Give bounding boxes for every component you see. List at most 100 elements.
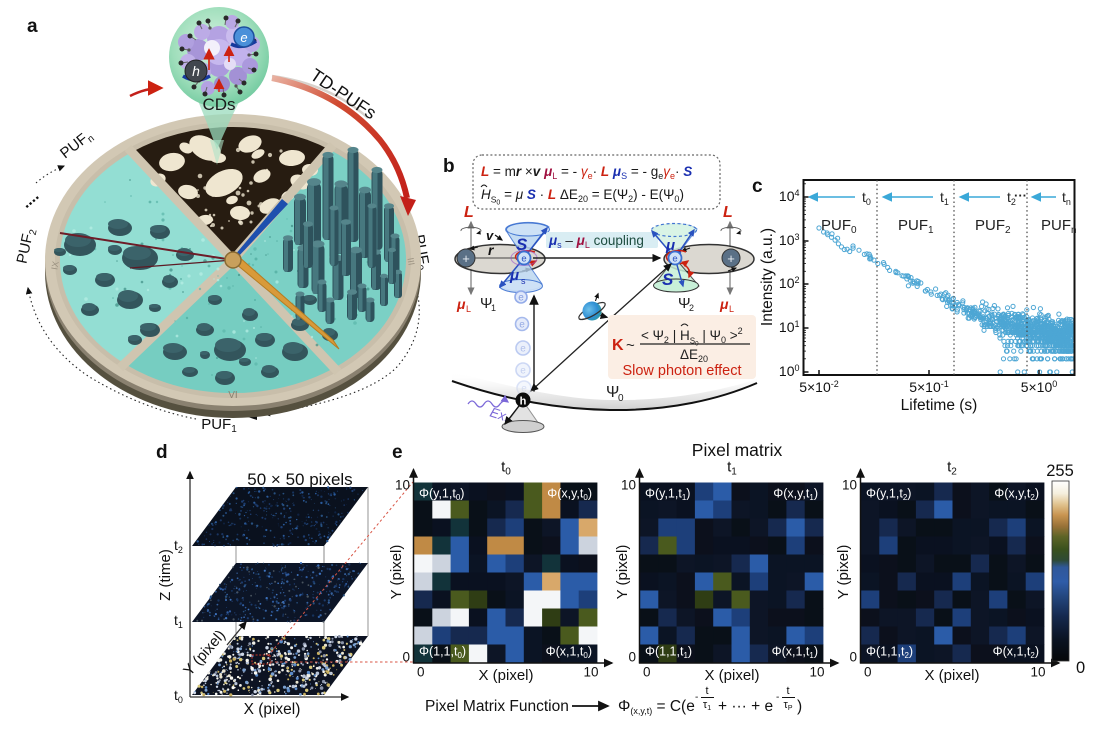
svg-text:0: 0 [618,393,624,404]
svg-text:μ: μ [456,296,466,312]
svg-text:HS0 = μ S · L ΔE20 = E(Ψ2) -: HS0 = μ S · L ΔE20 = E(Ψ2) - E(Ψ0) [481,187,684,207]
svg-text:III: III [405,257,416,266]
svg-text:100: 100 [779,363,800,379]
svg-text:0: 0 [402,650,410,665]
svg-text:PUF1: PUF1 [201,416,237,435]
svg-text:X (pixel): X (pixel) [478,667,533,684]
svg-text:Φ(x,1,t2): Φ(x,1,t2) [993,645,1039,661]
svg-text:+: + [727,251,735,266]
svg-text:μs – μL coupling: μs – μL coupling [548,233,644,250]
svg-text:10: 10 [1030,665,1045,680]
svg-text:10: 10 [621,478,636,493]
svg-text:t2: t2 [1007,189,1016,207]
svg-text:K: K [612,337,624,354]
svg-text:0: 0 [1076,659,1085,677]
svg-text:CDs: CDs [202,95,235,114]
svg-text:103: 103 [779,232,800,248]
svg-text:Slow photon effect: Slow photon effect [622,363,741,379]
svg-text:tn: tn [1062,189,1071,207]
svg-text:Φ(x,y,t1): Φ(x,y,t1) [773,487,818,503]
svg-text:PUFn: PUFn [57,127,97,164]
svg-text:L: L [729,304,734,314]
svg-text:Φ(y,1,t1): Φ(y,1,t1) [645,487,690,503]
svg-text:+ ··· + e: + ··· + e [718,698,773,715]
svg-text:c: c [752,176,763,197]
svg-text:Pixel Matrix Function: Pixel Matrix Function [425,698,569,715]
svg-text:Φ(x,1,t1): Φ(x,1,t1) [772,645,818,661]
svg-text:b: b [443,156,455,177]
svg-text:Φ(x,1,t0): Φ(x,1,t0) [546,645,592,661]
svg-text:2: 2 [689,303,694,313]
svg-text:s: s [521,276,526,286]
svg-text:Lifetime (s): Lifetime (s) [901,397,978,414]
svg-text:t1: t1 [174,612,183,630]
svg-text:a: a [27,16,38,37]
svg-text:S: S [516,235,528,254]
svg-text:PUFn: PUFn [1041,217,1077,236]
svg-text:e: e [519,320,525,331]
svg-text:t1: t1 [727,459,737,478]
svg-text:t1: t1 [940,189,949,207]
svg-text:Φ(y,1,t2): Φ(y,1,t2) [866,487,911,503]
svg-text:τP: τP [783,699,792,712]
svg-text:101: 101 [779,319,800,335]
svg-text:....: .... [18,187,43,211]
svg-text:10: 10 [842,478,857,493]
svg-text:e: e [521,254,526,265]
svg-text:t0: t0 [501,459,511,478]
svg-text:μ: μ [719,296,729,312]
svg-text:0: 0 [417,665,425,680]
svg-text:L: L [464,204,474,221]
svg-text:e: e [520,366,526,377]
svg-text:d: d [156,442,168,463]
svg-text:X (pixel): X (pixel) [244,701,301,718]
svg-text:t: t [705,685,708,697]
svg-text:S: S [662,270,674,289]
svg-text:Φ(x,y,t) = C(e: Φ(x,y,t) = C(e [618,698,695,716]
svg-text:PUF1: PUF1 [898,217,934,236]
svg-text:Y (pixel): Y (pixel) [388,545,405,600]
svg-text:t2: t2 [947,459,957,478]
svg-text:Φ(x,y,t0): Φ(x,y,t0) [547,487,592,503]
svg-text:104: 104 [779,188,800,204]
svg-text:50 × 50 pixels: 50 × 50 pixels [247,470,352,489]
svg-text:Z (time): Z (time) [157,549,174,601]
svg-text:···: ··· [1014,188,1027,203]
svg-text:e: e [518,293,524,304]
svg-text:e: e [392,442,403,463]
svg-text:PUF2: PUF2 [975,217,1011,236]
svg-text:-: - [695,692,698,703]
svg-text:v: v [486,228,494,243]
svg-text:e: e [672,254,677,265]
svg-text:-: - [776,692,779,703]
svg-text:t2: t2 [174,537,183,555]
svg-text:μ: μ [665,237,675,254]
svg-text:10: 10 [583,665,598,680]
svg-text:e: e [520,344,526,355]
svg-text:1: 1 [491,303,496,313]
svg-text:L: L [723,204,733,221]
svg-text:10: 10 [809,665,824,680]
svg-text:e: e [240,30,247,45]
svg-text:255: 255 [1046,462,1074,480]
svg-text:t0: t0 [174,687,183,705]
svg-text:Φ(x,y,t2): Φ(x,y,t2) [994,487,1039,503]
svg-text:0: 0 [643,665,651,680]
svg-text:5×10-1: 5×10-1 [909,379,949,395]
svg-text:X (pixel): X (pixel) [924,667,979,684]
svg-text:Φ(1,1,t1): Φ(1,1,t1) [645,645,692,661]
svg-text:Y (pixel): Y (pixel) [614,545,631,600]
svg-text:102: 102 [779,275,800,291]
svg-text:PUF2: PUF2 [14,226,40,265]
svg-text:Φ(1,1,t2): Φ(1,1,t2) [866,645,913,661]
svg-text:Φ(1,1,t0): Φ(1,1,t0) [419,645,466,661]
svg-text:Intensity (a.u.): Intensity (a.u.) [759,228,776,326]
svg-text:μ: μ [509,267,519,284]
svg-text:L: L [466,304,471,314]
svg-text:Φ(y,1,t0): Φ(y,1,t0) [419,487,464,503]
svg-text:PUF0: PUF0 [821,217,857,236]
svg-text:0: 0 [628,650,636,665]
svg-text:r: r [488,242,495,258]
svg-text:Ψ: Ψ [606,384,619,401]
svg-text:L = mr ×v μL = - γe· L μS = -: L = mr ×v μL = - γe· L μS = - geγe· S [481,164,692,181]
